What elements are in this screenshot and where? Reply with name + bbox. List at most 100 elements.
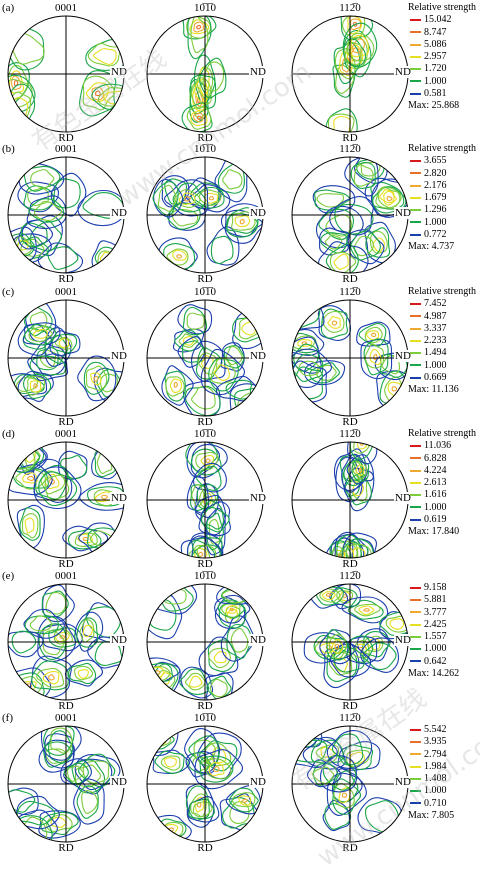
contour-line [355,464,365,476]
contour-line [8,64,29,101]
legend-max: Max: 7.805 [408,810,455,822]
contour-line [169,378,182,394]
pole-figure: 10̅1̅0 RD ND [139,712,271,854]
contour-line [228,787,259,813]
contour-line [16,800,56,826]
contour-line [302,736,346,770]
contour-line [191,386,216,410]
contour-line [373,353,378,360]
contour-line [165,376,185,397]
pole-figure-plot [291,299,409,417]
contour-line [39,349,57,369]
contour-line [333,448,367,491]
contour-line [11,75,22,91]
pole-figure-plot [291,15,409,133]
contour-line [42,670,60,685]
pole-figure-title: 0001 [55,143,77,155]
contour-line [22,327,48,350]
legend-swatch [410,315,421,318]
pole-figure-title: 112̅0 [339,428,361,440]
contour-line [64,659,104,687]
contour-line [322,310,345,333]
legend-max: Max: 14.262 [408,668,460,680]
contour-line [177,336,205,368]
contour-line [172,182,206,213]
contour-line [63,758,113,795]
contour-line [178,333,199,348]
contour-line [325,537,354,558]
figure-row: (b) 0001 RD ND 10̅1̅0 RD ND 112̅0 RD ND Relative s… [0,143,480,285]
contour-line [147,657,181,686]
pole-figure: 112̅0 RD ND [284,143,416,285]
legend-value: 15.042 [424,14,452,26]
contour-line [73,778,105,825]
pole-figure: 0001 RD ND [0,712,132,854]
contour-line [23,185,54,211]
contour-line [147,662,173,683]
legend-value: 2.176 [424,179,447,191]
legend-value: 1.557 [424,631,447,643]
legend-swatch [410,233,421,236]
pole-figure: 10̅1̅0 RD ND [139,570,271,712]
contour-line [366,330,380,341]
legend-max: Max: 17.840 [408,526,460,538]
pole-figure: 112̅0 RD ND [284,428,416,570]
legend-item: 1.720 [408,63,480,75]
contour-group [303,584,408,689]
pole-figure: 0001 RD ND [0,143,132,285]
row-label: (a) [2,2,15,14]
contour-line [77,533,93,544]
pole-figure-title: 0001 [55,712,77,724]
contour-line [196,66,214,101]
contour-line [197,551,204,557]
legend-item: 1.000 [408,217,480,229]
pole-figure-title: 10̅1̅0 [194,428,216,440]
legend-title [408,570,480,582]
figure-row: (f) 0001 RD ND 10̅1̅0 RD ND 112̅0 RD ND 5.542 3.935… [0,712,480,854]
legend-swatch [410,518,421,521]
legend-value: 4.987 [424,310,447,322]
contour-line [324,234,343,250]
contour-line [195,494,227,536]
contour-line [47,246,79,270]
legend-value: 0.642 [424,655,447,667]
contour-line [353,164,374,187]
legend-swatch [410,777,421,780]
legend-swatch [410,741,421,743]
contour-line [33,383,38,389]
contour-line [93,375,99,382]
contour-line [42,741,73,768]
contour-line [147,726,179,757]
legend-swatch [410,635,421,638]
legend-item: 2.957 [408,51,480,63]
rd-label: RD [342,273,358,285]
contour-line [225,212,258,234]
legend-value: 2.233 [424,335,447,347]
pole-figure-title: 10̅1̅0 [194,286,216,298]
strength-legend: Relative strength 15.042 8.747 5.086 2.957 1.… [408,2,480,113]
pole-figure-title: 10̅1̅0 [194,143,216,155]
contour-line [350,34,370,58]
contour-line [36,667,65,688]
legend-swatch [410,327,421,330]
contour-line [177,304,213,335]
contour-line [9,446,36,470]
contour-line [292,300,325,330]
pole-figure-title: 10̅1̅0 [194,2,216,14]
contour-line [232,792,256,808]
contour-line [347,460,362,484]
contour-line [344,157,379,197]
contour-line [161,585,187,605]
contour-line [213,766,220,773]
contour-line [340,16,374,41]
rd-label: RD [342,132,358,144]
nd-label: ND [249,207,267,219]
contour-line [78,753,116,788]
contour-group [8,442,124,554]
pole-figure-plot [291,583,409,701]
legend-swatch [410,92,421,95]
contour-line [341,538,375,558]
contour-line [330,545,349,558]
legend-item: 5.881 [408,594,480,606]
legend-swatch [410,445,421,447]
